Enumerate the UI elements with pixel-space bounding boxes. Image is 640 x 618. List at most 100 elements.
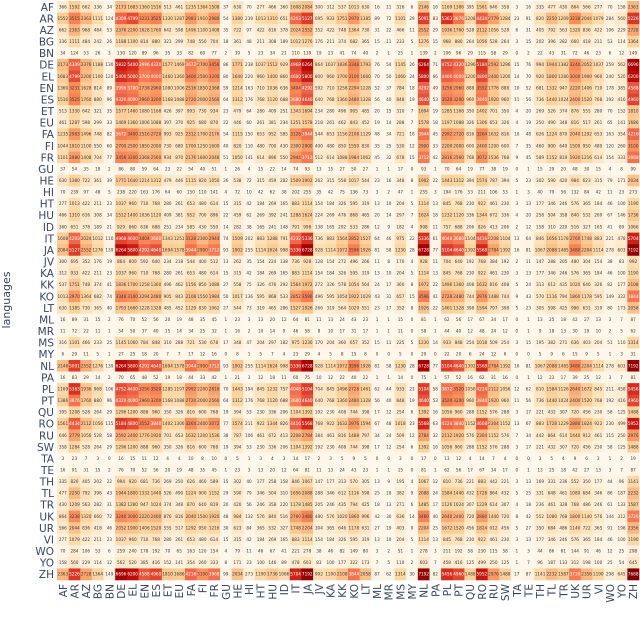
cell-value-label: 147 <box>536 259 544 264</box>
cell-value-label: 70 <box>165 549 171 554</box>
cell-value-label: 1936 <box>81 386 92 391</box>
heatmap-cell <box>103 174 116 187</box>
cell-value-label: 4400 <box>442 74 453 79</box>
cell-value-label: 239 <box>70 190 78 195</box>
heatmap-cell <box>208 105 221 118</box>
heatmap-cell <box>569 186 582 199</box>
cell-value-label: 42 <box>572 467 578 472</box>
cell-value-label: 10 <box>596 329 602 334</box>
cell-value-label: 504 <box>268 491 276 496</box>
cell-value-label: 1328 <box>360 97 371 102</box>
cell-value-label: 45 <box>526 155 532 160</box>
cell-value-label: 4 <box>178 456 181 461</box>
cell-value-label: 3720 <box>628 514 639 519</box>
heatmap-cell <box>487 116 500 129</box>
cell-value-label: 27 <box>118 352 124 357</box>
heatmap-cell <box>91 116 104 129</box>
heatmap-cell <box>476 82 488 94</box>
heatmap-cell <box>359 163 372 175</box>
cell-value-label: 7 <box>376 560 379 565</box>
heatmap-cell <box>161 70 174 83</box>
heatmap-cell <box>627 139 640 152</box>
cell-value-label: 1360 <box>127 120 138 125</box>
cell-value-label: 53 <box>107 27 113 32</box>
heatmap-cell <box>301 35 314 48</box>
cell-value-label: 576 <box>257 514 265 519</box>
heatmap-cell <box>289 163 302 175</box>
cell-value-label: 282 <box>94 502 102 507</box>
cell-value-label: 5226 <box>628 16 639 21</box>
cell-value-label: 3596 <box>348 363 359 368</box>
cell-value-label: 18 <box>386 491 392 496</box>
cell-value-label: 1306 <box>477 120 488 125</box>
cell-value-label: 688 <box>280 97 288 102</box>
heatmap-cell <box>580 163 593 175</box>
cell-value-label: 1902 <box>232 247 243 252</box>
cell-value-label: 7 <box>166 352 169 357</box>
cell-value-label: 800 <box>129 259 137 264</box>
heatmap-cell <box>464 70 477 83</box>
cell-value-label: 205 <box>315 502 323 507</box>
cell-value-label: 1314 <box>395 572 406 577</box>
cell-value-label: 1900 <box>581 74 592 79</box>
cell-value-label: 40 <box>537 190 543 195</box>
cell-value-label: 2900 <box>302 143 313 148</box>
cell-value-label: 6200 <box>127 572 138 577</box>
heatmap-cell <box>150 197 163 210</box>
cell-value-label: 1672 <box>442 525 453 530</box>
cell-value-label: 4216 <box>628 132 639 137</box>
cell-value-label: 81 <box>421 317 427 322</box>
cell-value-label: 446 <box>233 120 241 125</box>
cell-value-label: 4400 <box>127 386 138 391</box>
cell-value-label: 456 <box>583 444 591 449</box>
cell-value-label: 394 <box>501 178 509 183</box>
cell-value-label: 1287 <box>69 120 80 125</box>
heatmap-cell <box>301 70 314 83</box>
cell-value-label: 2960 <box>453 85 464 90</box>
cell-value-label: 883 <box>594 236 602 241</box>
cell-value-label: 8 <box>411 282 414 287</box>
cell-value-label: 960 <box>129 537 137 542</box>
cell-value-label: 91 <box>607 525 613 530</box>
heatmap-cell <box>150 93 163 106</box>
heatmap-cell <box>371 70 384 83</box>
cell-value-label: 6200 <box>628 74 639 79</box>
cell-value-label: 1561 <box>57 421 68 426</box>
heatmap-cell <box>103 93 116 106</box>
heatmap-cell <box>208 82 221 94</box>
cell-value-label: 2204 <box>418 525 429 530</box>
heatmap-cell <box>161 24 174 37</box>
cell-value-label: 562 <box>117 560 125 565</box>
cell-value-label: 25 <box>549 467 555 472</box>
heatmap-cell <box>534 139 547 152</box>
cell-value-label: 2400 <box>453 514 464 519</box>
cell-value-label: 11 <box>95 329 101 334</box>
cell-value-label: 993 <box>164 132 172 137</box>
cell-value-label: 2204 <box>302 525 313 530</box>
cell-value-label: 672 <box>268 433 276 438</box>
cell-value-label: 1013 <box>255 16 266 21</box>
cell-value-label: 77 <box>211 51 217 56</box>
cell-value-label: 1088 <box>209 282 220 287</box>
cell-value-label: 194 <box>245 386 253 391</box>
heatmap-cell <box>91 163 104 175</box>
cell-value-label: 288 <box>548 259 556 264</box>
cell-value-label: 614 <box>257 155 265 160</box>
heatmap-cell <box>243 12 256 25</box>
heatmap-cell <box>80 128 93 141</box>
cell-value-label: 533 <box>280 294 288 299</box>
heatmap-cell <box>173 47 186 60</box>
cell-value-label: 277 <box>59 201 67 206</box>
heatmap-cell <box>208 139 221 152</box>
cell-value-label: 358 <box>268 502 276 507</box>
heatmap-cell <box>510 70 523 83</box>
cell-value-label: 19 <box>409 398 415 403</box>
heatmap-cell <box>534 151 547 164</box>
cell-value-label: 82 <box>107 132 113 137</box>
heatmap-cell <box>569 24 582 37</box>
cell-value-label: 1392 <box>500 363 511 368</box>
cell-value-label: 2200 <box>81 74 92 79</box>
heatmap-cell <box>557 82 570 94</box>
cell-value-label: 326 <box>175 444 183 449</box>
cell-value-label: 18 <box>142 352 148 357</box>
